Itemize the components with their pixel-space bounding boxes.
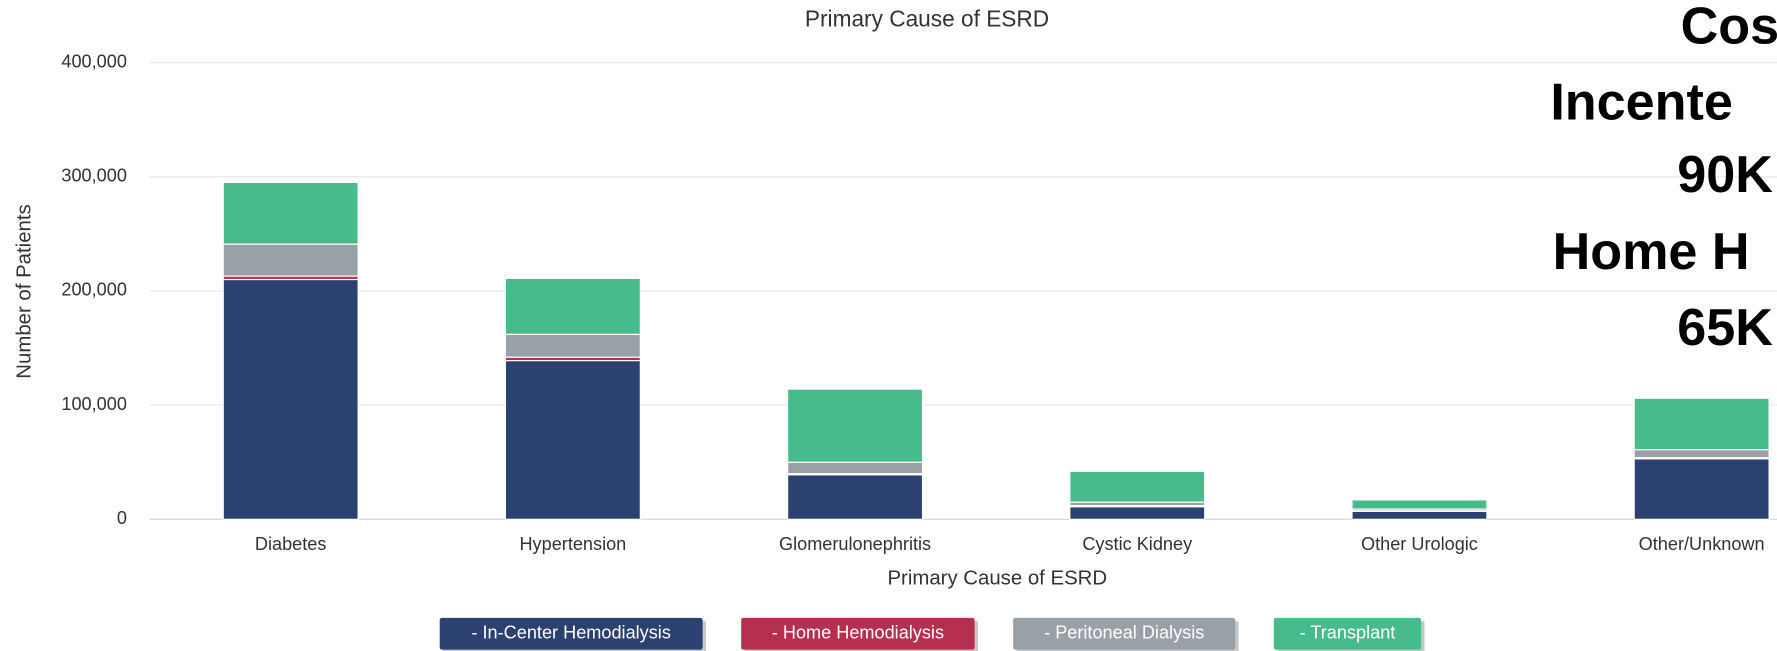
bar-segment [1069, 506, 1206, 520]
legend-swatch [1013, 617, 1236, 650]
bar-segment [222, 243, 359, 277]
legend-label: - Home Hemodialysis [772, 623, 944, 643]
legend-swatch [1273, 617, 1422, 650]
legend-item: - Transplant [1273, 617, 1425, 651]
bar-segment [1633, 449, 1770, 459]
y-tick-label: 400,000 [61, 51, 127, 71]
overlay-text: Home H [1553, 223, 1750, 281]
legend-swatch [439, 617, 703, 650]
x-tick-label: Hypertension [519, 534, 626, 554]
bar-segment [222, 278, 359, 520]
legend-item: - Peritoneal Dialysis [1013, 617, 1239, 651]
legend-label: - Transplant [1300, 623, 1396, 643]
bar-segment [1351, 510, 1488, 520]
legend-item: - In-Center Hemodialysis [439, 617, 707, 651]
chart-title: Primary Cause of ESRD [805, 6, 1049, 32]
y-tick-label: 200,000 [61, 280, 127, 300]
bar-segment [787, 474, 924, 520]
legend-label: - In-Center Hemodialysis [471, 623, 670, 643]
bar-segment [504, 333, 641, 358]
bar-segment [1633, 458, 1770, 520]
bar-segment [1351, 499, 1488, 510]
overlay-text: 90K [1677, 146, 1773, 204]
bar-segment [222, 181, 359, 245]
bar-segment [1069, 470, 1206, 503]
y-tick-label: 100,000 [61, 394, 127, 414]
x-tick-label: Cystic Kidney [1082, 534, 1193, 554]
y-tick-label: 0 [117, 508, 127, 528]
overlay-text: 65K [1677, 299, 1773, 357]
bar-segment [787, 388, 924, 463]
x-tick-label: Glomerulonephritis [779, 534, 931, 554]
bar-segment [1633, 397, 1770, 451]
overlay-text: Cos [1681, 0, 1777, 55]
bar-segment [787, 461, 924, 475]
y-axis-title: Number of Patients [13, 204, 35, 378]
legend-swatch [741, 617, 975, 650]
x-tick-label: Other Urologic [1361, 534, 1478, 554]
x-tick-label: Other/Unknown [1639, 534, 1765, 554]
overlay-text: Incente [1550, 73, 1733, 131]
bar-segment [504, 277, 641, 335]
x-tick-label: Diabetes [255, 534, 327, 554]
y-tick-label: 300,000 [61, 166, 127, 186]
legend-label: - Peritoneal Dialysis [1044, 623, 1204, 643]
x-axis-title: Primary Cause of ESRD [887, 568, 1107, 590]
legend-item: - Home Hemodialysis [741, 617, 979, 651]
bar-segment [504, 360, 641, 520]
